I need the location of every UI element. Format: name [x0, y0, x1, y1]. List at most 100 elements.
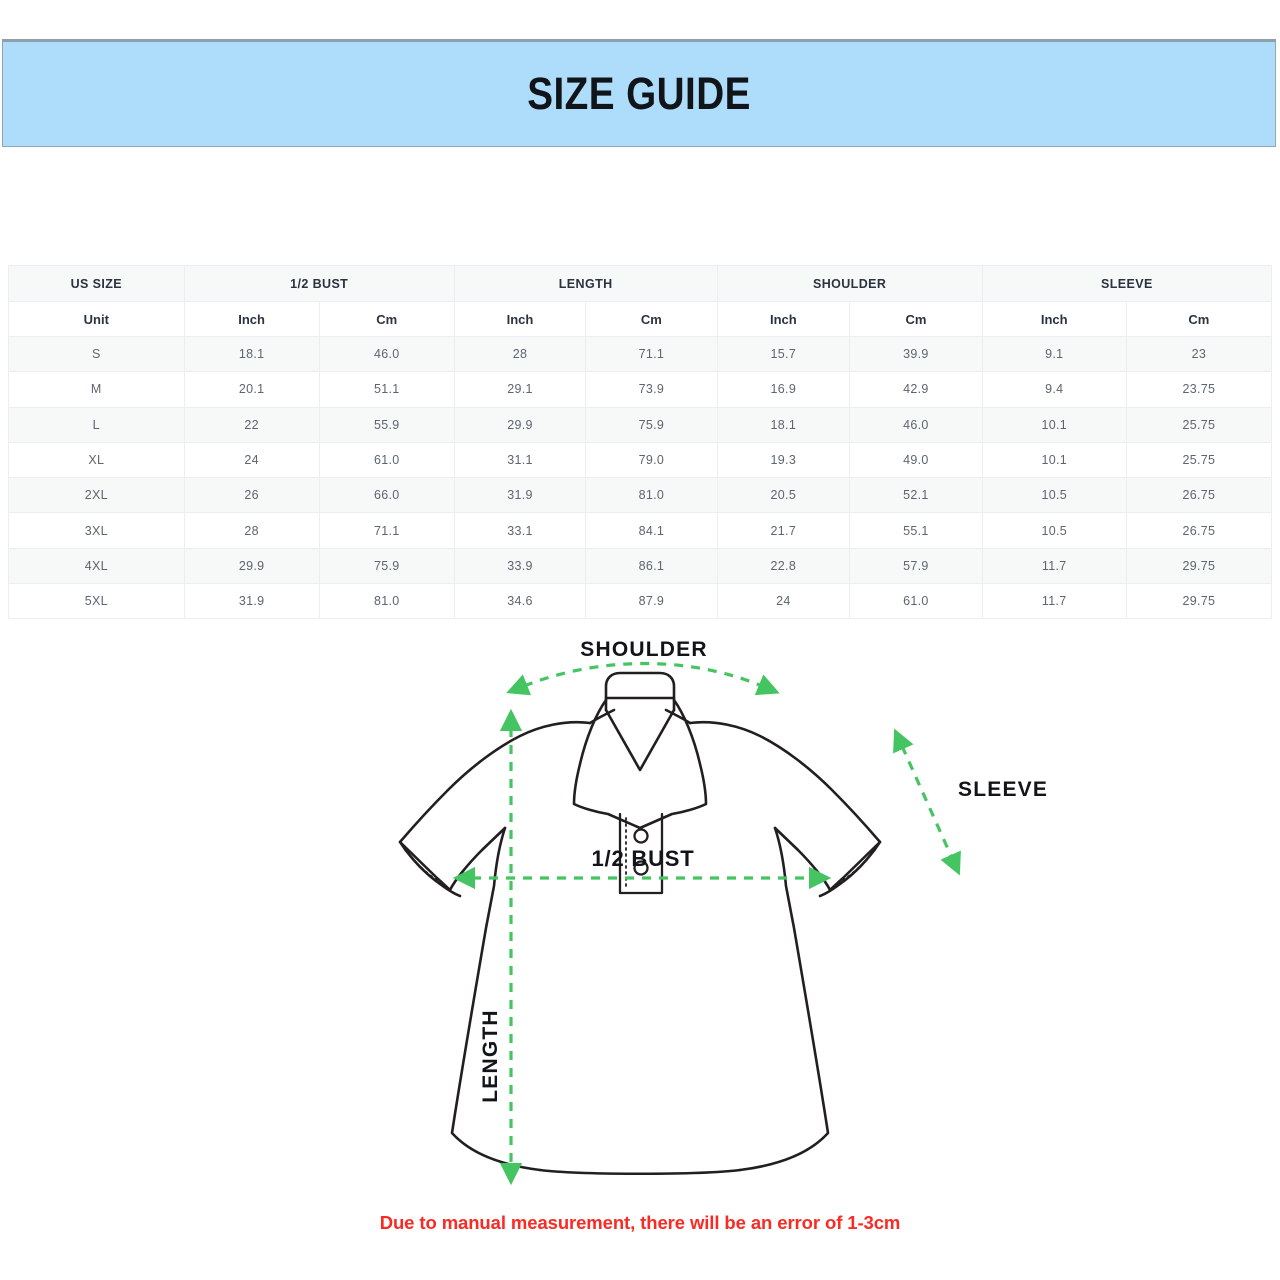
sleeve-label: SLEEVE	[958, 778, 1048, 801]
group-header-us-size: US SIZE	[8, 265, 185, 302]
cell-length-inch: 29.9	[453, 406, 587, 443]
cell-shoulder-inch: 24	[716, 583, 851, 620]
sleeve-hem-stitching	[404, 849, 876, 887]
cell-bust-inch: 22	[183, 406, 320, 443]
cell-bust-cm: 46.0	[318, 335, 455, 373]
cell-shoulder-inch: 15.7	[716, 335, 851, 373]
cell-bust-cm: 71.1	[318, 512, 455, 549]
group-header-sleeve: SLEEVE	[981, 265, 1273, 302]
size-guide-banner: SIZE GUIDE	[0, 37, 1280, 149]
cell-sleeve-inch: 10.5	[981, 477, 1127, 514]
measurement-diagram: SHOULDER SLEEVE 1/2 BUST LENGTH	[0, 628, 1280, 1198]
table-row: 5XL 31.9 81.0 34.6 87.9 24 61.0 11.7 29.…	[8, 583, 1273, 620]
table-row: 4XL 29.9 75.9 33.9 86.1 22.8 57.9 11.7 2…	[8, 547, 1273, 585]
cell-length-inch: 31.9	[453, 477, 587, 514]
cell-shoulder-inch: 16.9	[716, 371, 851, 408]
table-unit-header-row: Unit Inch Cm Inch Cm Inch Cm Inch Cm	[8, 301, 1273, 337]
cell-sleeve-cm: 25.75	[1125, 441, 1273, 479]
cell-bust-cm: 81.0	[318, 583, 455, 620]
collar	[572, 671, 708, 830]
cell-sleeve-cm: 26.75	[1125, 477, 1273, 514]
group-header-bust: 1/2 BUST	[183, 265, 455, 302]
size-chart-table: US SIZE 1/2 BUST LENGTH SHOULDER SLEEVE …	[8, 265, 1273, 620]
table-group-header-row: US SIZE 1/2 BUST LENGTH SHOULDER SLEEVE	[8, 265, 1273, 302]
page-title: SIZE GUIDE	[527, 68, 751, 119]
size-table-container: US SIZE 1/2 BUST LENGTH SHOULDER SLEEVE …	[8, 265, 1273, 620]
group-header-shoulder: SHOULDER	[716, 265, 983, 302]
cell-bust-inch: 28	[183, 512, 320, 549]
cell-length-cm: 86.1	[585, 547, 718, 585]
cell-shoulder-cm: 55.1	[849, 512, 983, 549]
size-table-body: S 18.1 46.0 28 71.1 15.7 39.9 9.1 23 M 2…	[8, 335, 1273, 620]
banner-background: SIZE GUIDE	[2, 39, 1276, 147]
cell-shoulder-inch: 22.8	[716, 547, 851, 585]
unit-header-sleeve-cm: Cm	[1125, 301, 1273, 337]
unit-header-length-inch: Inch	[453, 301, 587, 337]
unit-header-length-cm: Cm	[585, 301, 718, 337]
unit-header-sleeve-inch: Inch	[981, 301, 1127, 337]
measurement-disclaimer: Due to manual measurement, there will be…	[379, 1212, 901, 1233]
table-row: L 22 55.9 29.9 75.9 18.1 46.0 10.1 25.75	[8, 406, 1273, 443]
cell-sleeve-inch: 9.4	[981, 371, 1127, 408]
cell-sleeve-cm: 29.75	[1125, 547, 1273, 585]
cell-size: S	[8, 335, 185, 373]
cell-bust-cm: 75.9	[318, 547, 455, 585]
cell-length-cm: 81.0	[585, 477, 718, 514]
cell-bust-cm: 51.1	[318, 371, 455, 408]
cell-bust-inch: 18.1	[183, 335, 320, 373]
unit-header-bust-cm: Cm	[318, 301, 455, 337]
cell-length-inch: 33.9	[453, 547, 587, 585]
cell-shoulder-cm: 46.0	[849, 406, 983, 443]
length-label: LENGTH	[479, 1009, 502, 1103]
cell-shoulder-cm: 57.9	[849, 547, 983, 585]
cell-length-inch: 29.1	[453, 371, 587, 408]
unit-header-unit: Unit	[8, 301, 185, 337]
cell-sleeve-cm: 25.75	[1125, 406, 1273, 443]
shoulder-label: SHOULDER	[580, 638, 707, 661]
cell-size: XL	[8, 441, 185, 479]
cell-sleeve-inch: 10.1	[981, 406, 1127, 443]
cell-shoulder-inch: 20.5	[716, 477, 851, 514]
cell-sleeve-inch: 11.7	[981, 583, 1127, 620]
table-row: 2XL 26 66.0 31.9 81.0 20.5 52.1 10.5 26.…	[8, 477, 1273, 514]
table-row: S 18.1 46.0 28 71.1 15.7 39.9 9.1 23	[8, 335, 1273, 373]
cell-shoulder-cm: 42.9	[849, 371, 983, 408]
cell-sleeve-cm: 23	[1125, 335, 1273, 373]
cell-size: 2XL	[8, 477, 185, 514]
cell-bust-inch: 31.9	[183, 583, 320, 620]
cell-shoulder-inch: 21.7	[716, 512, 851, 549]
sleeve-measure-arrow	[893, 728, 961, 876]
cell-sleeve-inch: 10.5	[981, 512, 1127, 549]
cell-length-cm: 79.0	[585, 441, 718, 479]
polo-shirt-outline	[398, 708, 882, 1176]
cell-length-inch: 28	[453, 335, 587, 373]
cell-bust-inch: 24	[183, 441, 320, 479]
cell-shoulder-cm: 49.0	[849, 441, 983, 479]
cell-sleeve-inch: 9.1	[981, 335, 1127, 373]
cell-shoulder-cm: 61.0	[849, 583, 983, 620]
cell-size: L	[8, 406, 185, 443]
table-row: M 20.1 51.1 29.1 73.9 16.9 42.9 9.4 23.7…	[8, 371, 1273, 408]
cell-length-inch: 31.1	[453, 441, 587, 479]
cell-length-inch: 34.6	[453, 583, 587, 620]
cell-sleeve-inch: 11.7	[981, 547, 1127, 585]
cell-length-cm: 84.1	[585, 512, 718, 549]
unit-header-shoulder-inch: Inch	[716, 301, 851, 337]
table-row: 3XL 28 71.1 33.1 84.1 21.7 55.1 10.5 26.…	[8, 512, 1273, 549]
cell-size: 4XL	[8, 547, 185, 585]
cell-length-cm: 75.9	[585, 406, 718, 443]
cell-bust-cm: 61.0	[318, 441, 455, 479]
cell-bust-inch: 26	[183, 477, 320, 514]
group-header-length: LENGTH	[453, 265, 718, 302]
cell-sleeve-cm: 29.75	[1125, 583, 1273, 620]
cell-bust-cm: 66.0	[318, 477, 455, 514]
shoulder-measure-arrow	[506, 661, 780, 696]
unit-header-shoulder-cm: Cm	[849, 301, 983, 337]
unit-header-bust-inch: Inch	[183, 301, 320, 337]
cell-shoulder-inch: 19.3	[716, 441, 851, 479]
bust-label: 1/2 BUST	[592, 846, 695, 871]
cell-shoulder-inch: 18.1	[716, 406, 851, 443]
cell-bust-inch: 20.1	[183, 371, 320, 408]
cell-shoulder-cm: 39.9	[849, 335, 983, 373]
cell-size: 3XL	[8, 512, 185, 549]
